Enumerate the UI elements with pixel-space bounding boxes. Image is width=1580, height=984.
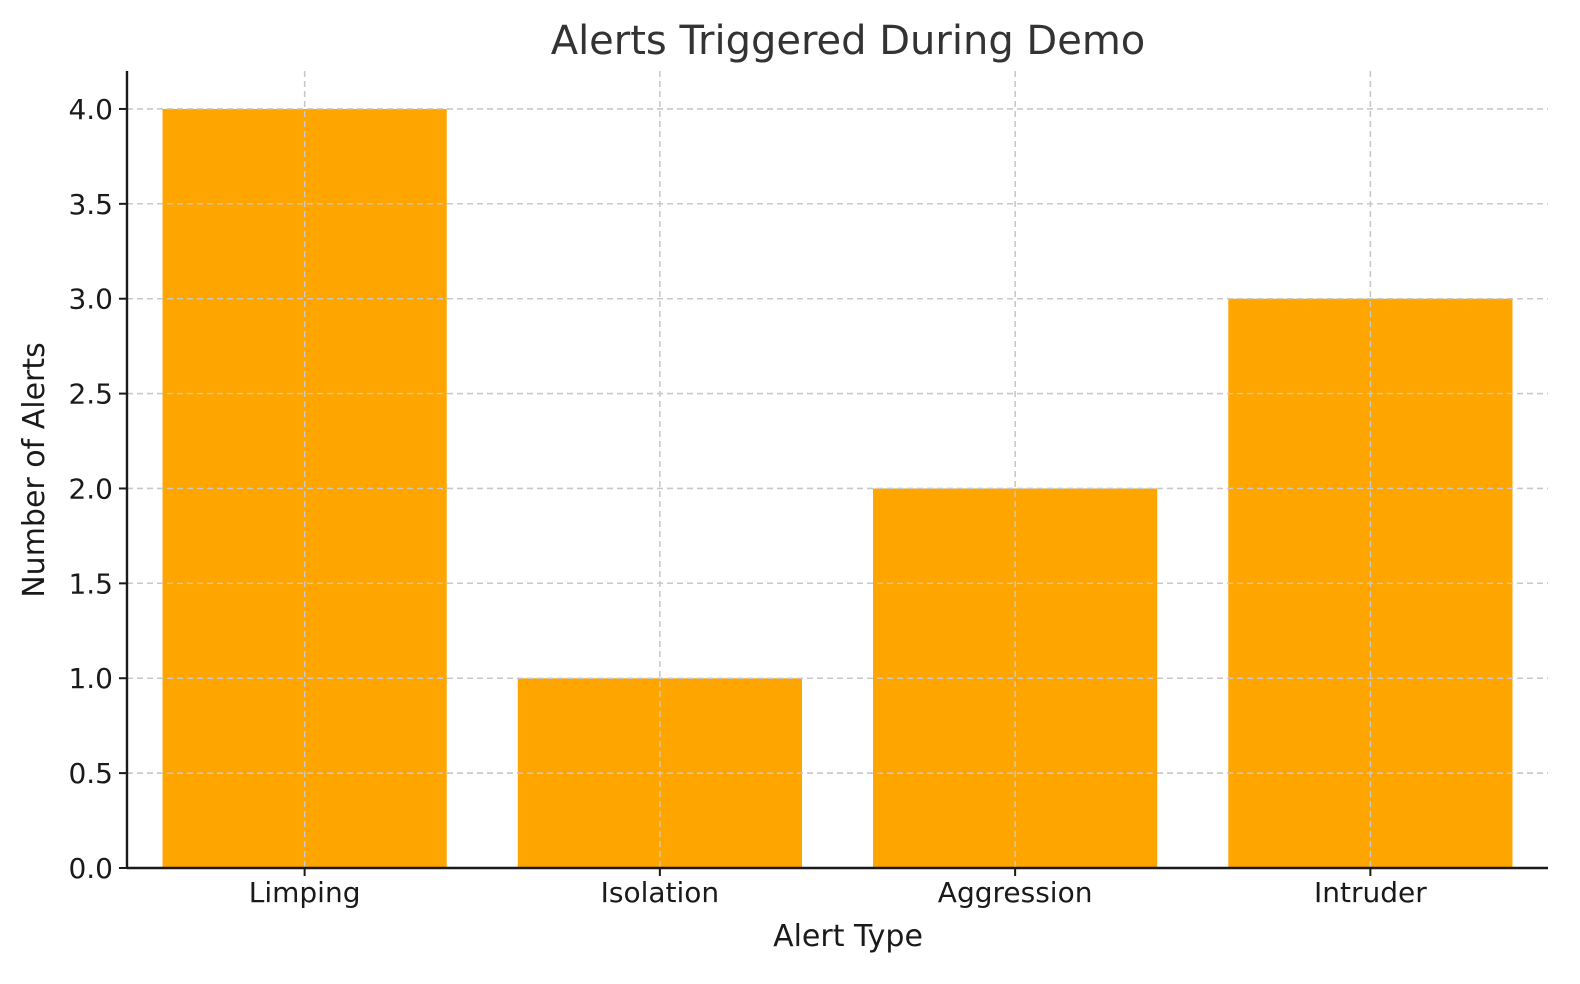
y-tick-label: 1.5: [68, 567, 113, 600]
x-tick-label: Isolation: [601, 876, 720, 909]
y-axis-label: Number of Alerts: [17, 342, 52, 598]
x-tick-label: Limping: [249, 876, 361, 909]
x-ticks: Limping Isolation Aggression Intruder: [249, 868, 1427, 909]
y-tick-label: 0.0: [68, 852, 113, 885]
y-tick-label: 2.0: [68, 472, 113, 505]
grid-overlay: [127, 71, 1548, 869]
y-tick-label: 3.5: [68, 188, 113, 221]
y-tick-label: 3.0: [68, 283, 113, 316]
x-tick-label: Intruder: [1314, 876, 1427, 909]
y-tick-label: 4.0: [68, 93, 113, 126]
y-ticks: 0.0 0.5 1.0 1.5 2.0 2.5 3.0 3.5 4.0: [68, 93, 127, 885]
y-tick-label: 0.5: [68, 757, 113, 790]
chart-title: Alerts Triggered During Demo: [551, 18, 1146, 64]
x-axis-label: Alert Type: [773, 919, 923, 954]
y-tick-label: 2.5: [68, 378, 113, 411]
y-tick-label: 1.0: [68, 662, 113, 695]
x-tick-label: Aggression: [938, 876, 1093, 909]
bars: [127, 71, 1548, 869]
